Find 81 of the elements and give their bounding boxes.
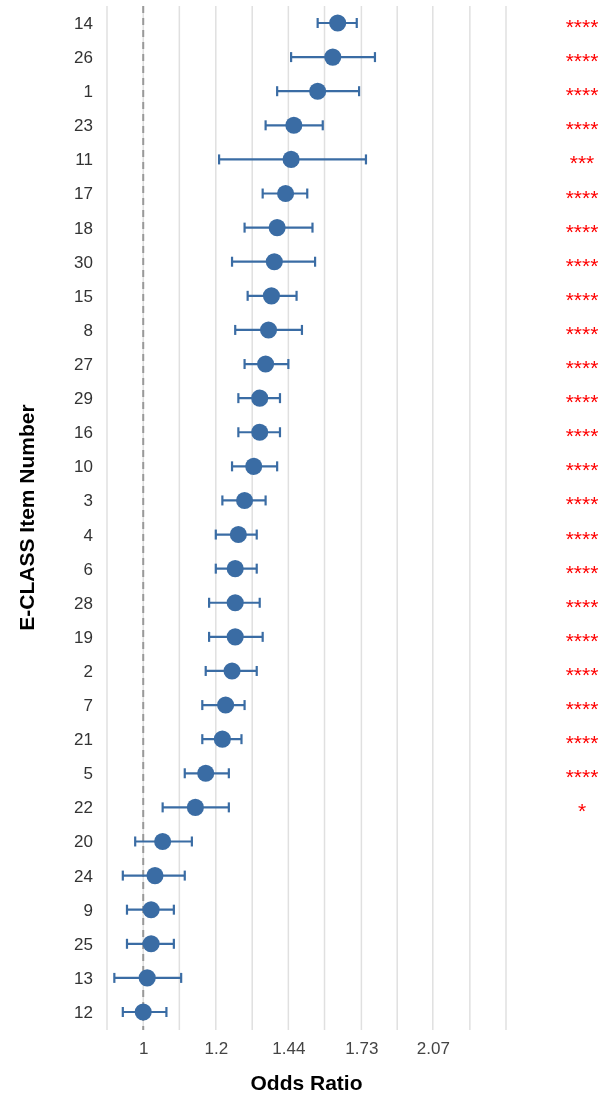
y-tick-label: 18 [74,218,93,238]
y-tick-label: 21 [74,730,93,750]
point [251,389,269,407]
y-tick-label: 11 [75,150,93,170]
point [257,355,275,373]
point [265,253,283,271]
y-tick-label: 19 [74,627,93,647]
x-tick-label: 2.07 [416,1039,450,1059]
point [226,594,244,612]
y-tick-label: 23 [74,116,93,136]
text: **** [565,458,599,482]
y-tick-label: 16 [74,423,93,443]
point [213,730,231,748]
y-tick-label: 24 [74,866,93,886]
text: **** [565,697,599,721]
text: **** [565,219,599,243]
y-tick-label: 25 [74,934,93,954]
x-tick-label: 1.2 [204,1039,229,1059]
point [236,491,254,509]
text: **** [565,83,599,107]
text: **** [565,321,599,345]
y-tick-label: 3 [83,491,93,511]
text: **** [565,526,599,550]
point [277,184,295,203]
point [282,150,300,168]
text: **** [565,356,599,380]
point [217,696,235,714]
y-tick-label: 12 [74,1002,93,1022]
y-tick-label: 20 [74,832,93,852]
y-tick-label: 30 [74,252,93,272]
point [229,526,247,544]
point [268,219,286,237]
y-tick-label: 1 [83,82,93,102]
y-tick-label: 29 [74,389,93,409]
point [285,116,303,134]
y-tick-label: 27 [74,354,93,374]
point [251,423,269,441]
text: **** [565,117,599,141]
text: **** [565,49,599,73]
x-tick-label: 1 [138,1039,149,1059]
text: **** [565,390,599,414]
text: **** [565,765,599,789]
text: **** [565,628,599,652]
y-tick-label: 4 [83,525,93,545]
y-tick-label: 9 [83,900,93,920]
text: **** [565,560,599,584]
y-tick-label: 8 [83,320,93,340]
y-tick-label: 17 [74,184,93,204]
point [259,321,278,339]
text: *** [569,151,595,175]
x-tick-label: 1.73 [345,1039,379,1059]
y-tick-label: 26 [74,48,93,68]
y-tick-label: 22 [74,798,93,818]
text: **** [565,594,599,618]
point [223,662,241,680]
point [226,560,244,578]
point [262,287,280,305]
x-tick-label: 1.44 [272,1039,306,1059]
point [197,764,215,782]
y-tick-label: 5 [83,764,93,784]
y-axis-title: E-CLASS Item Number [15,404,38,631]
text: * [577,799,587,823]
text: **** [565,287,599,311]
y-tick-label: 10 [74,457,93,477]
text: **** [565,662,599,686]
y-tick-label: 13 [74,968,93,988]
text: **** [565,185,599,209]
y-tick-label: 7 [83,696,93,716]
y-tick-label: 6 [83,559,93,579]
text: **** [565,492,599,516]
y-tick-label: 15 [74,286,93,306]
text: **** [565,424,599,448]
y-tick-label: 14 [74,13,93,33]
x-axis-title: Odds Ratio [250,1071,363,1094]
point [245,457,263,475]
text: **** [565,731,599,755]
y-tick-label: 2 [83,661,93,681]
point [226,628,244,646]
text: **** [565,253,599,277]
text: **** [565,15,599,38]
y-tick-label: 28 [74,593,93,613]
